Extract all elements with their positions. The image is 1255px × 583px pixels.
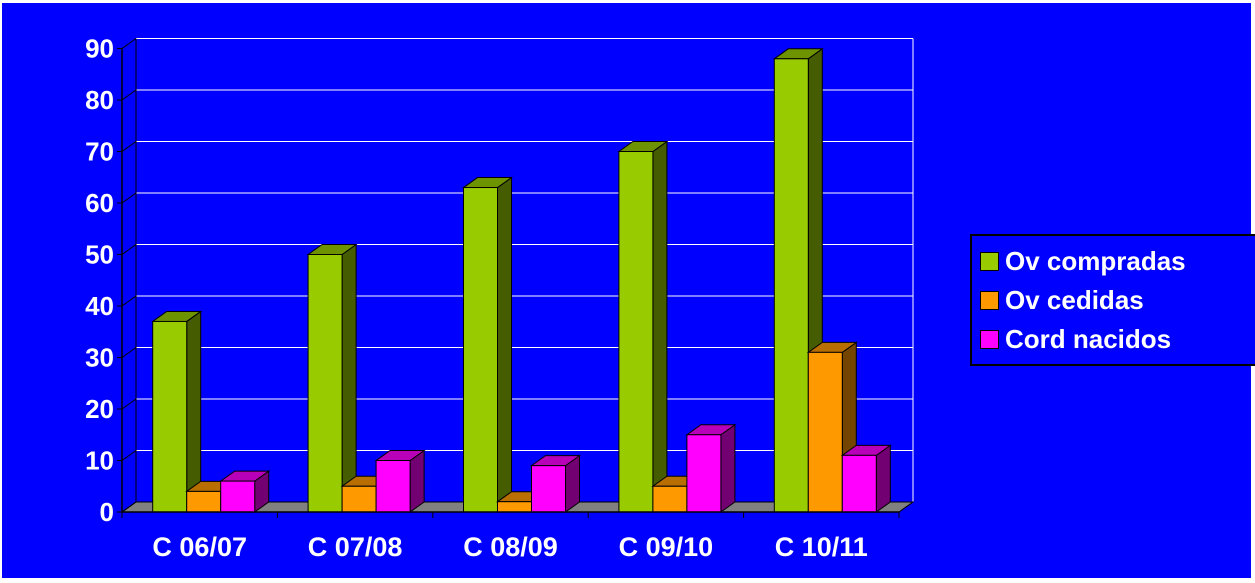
bar-front (531, 465, 566, 513)
bar-front (841, 454, 877, 513)
legend-label: Ov cedidas (1005, 285, 1144, 315)
y-depth-mark (121, 38, 137, 49)
legend-item: Cord nacidos (980, 320, 1249, 359)
y-tick-label: 80 (85, 85, 114, 115)
y-tick-label: 40 (85, 291, 114, 321)
y-depth-mark (121, 347, 137, 358)
bar-front (807, 351, 843, 513)
bar-3-3 (529, 454, 582, 513)
bar-front (220, 480, 256, 513)
bar-1-1 (151, 310, 203, 513)
bar-side (720, 423, 736, 513)
y-tick-label: 90 (85, 34, 114, 64)
bar-side (652, 140, 668, 513)
bar-front (341, 485, 377, 513)
axis-labels: 0 10 20 30 40 50 60 70 80 90 C 06/07 C 07/08 C 08/09… (85, 34, 868, 563)
bar-1-2 (306, 243, 358, 513)
x-category-label: C 06/07 (152, 532, 247, 562)
legend-label: Ov compradas (1005, 246, 1186, 276)
y-depth-mark (121, 89, 137, 101)
bar-front (186, 490, 222, 513)
axes (117, 38, 900, 518)
bar-3-5 (840, 444, 892, 513)
y-depth-mark (121, 501, 137, 513)
bar-front (652, 485, 688, 513)
bar-3-1 (219, 470, 271, 513)
x-category-label: C 07/08 (308, 532, 403, 562)
bar-3-2 (374, 449, 426, 513)
x-category-label: C 08/09 (463, 532, 558, 562)
legend-swatch (980, 252, 999, 271)
chart-area: 0 10 20 30 40 50 60 70 80 90 C 06/07 C 07/08 C 08/09… (2, 3, 1255, 578)
bars (151, 47, 892, 513)
y-depth-mark (121, 244, 137, 255)
legend-item: Ov cedidas (980, 281, 1249, 320)
legend-swatch (980, 291, 999, 310)
y-tick-label: 50 (85, 240, 114, 270)
y-tick-label: 0 (100, 497, 114, 527)
bar-front (773, 58, 809, 513)
x-category-label: C 10/11 (775, 532, 868, 562)
y-tick-label: 70 (85, 137, 114, 167)
legend-label: Cord nacidos (1005, 324, 1172, 354)
gridlines (135, 38, 914, 503)
y-depth-mark (121, 141, 137, 152)
legend-item: Ov compradas (980, 242, 1249, 281)
bar-front (152, 320, 188, 513)
bar-1-5 (772, 47, 824, 513)
legend-swatch (980, 330, 999, 349)
bar-front (307, 254, 343, 513)
bar-side (497, 176, 512, 513)
x-category-label: C 09/10 (619, 532, 714, 562)
bar-3-4 (685, 423, 737, 513)
bar-side (409, 449, 425, 513)
bar-1-4 (617, 140, 669, 513)
bar-front (375, 460, 411, 513)
y-depth-mark (121, 192, 137, 204)
bar-chart: 0 10 20 30 40 50 60 70 80 90 C 06/07 C 07/08 C 08/09… (85, 34, 915, 563)
y-depth-mark (121, 450, 137, 461)
y-tick-label: 60 (85, 188, 114, 218)
bar-2-5 (806, 341, 858, 513)
bar-side (186, 310, 202, 513)
y-tick-label: 20 (85, 394, 114, 424)
bar-front (618, 151, 654, 513)
bar-front (463, 187, 498, 513)
bar-front (686, 434, 722, 513)
y-tick-label: 10 (85, 446, 114, 476)
bar-side (341, 243, 357, 513)
chart-legend: Ov compradas Ov cedidas Cord nacidos (970, 234, 1255, 366)
bar-side (875, 444, 891, 513)
y-depth-mark (121, 295, 137, 307)
y-tick-label: 30 (85, 343, 114, 373)
bar-front (497, 501, 532, 513)
bar-1-3 (461, 176, 514, 513)
y-depth-mark (121, 398, 137, 410)
